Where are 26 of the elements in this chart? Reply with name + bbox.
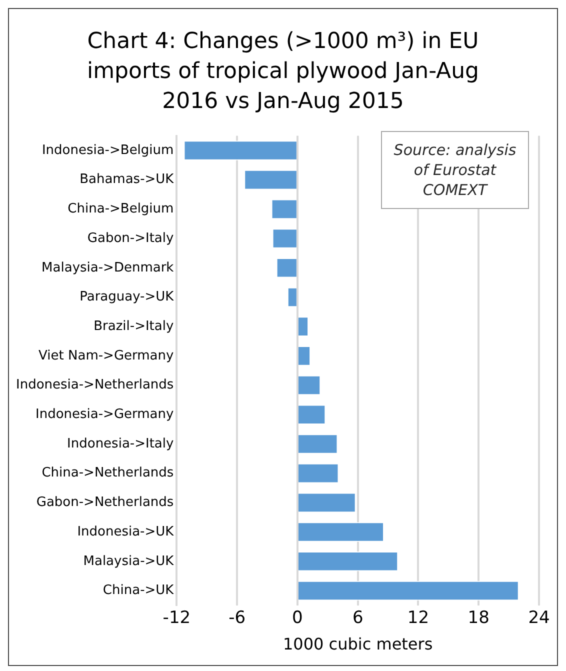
y-tick-label: Malaysia->UK bbox=[83, 554, 174, 569]
x-tick-label: 18 bbox=[468, 608, 490, 628]
chart-title: Chart 4: Changes (>1000 m³) in EU imports of tropical plywood Jan-Aug 2016 vs Jan-Aug 2015 bbox=[86, 28, 480, 116]
x-tick-label: 0 bbox=[292, 608, 303, 628]
y-tick-label: Viet Nam->Germany bbox=[38, 348, 174, 364]
y-tick-label: Paraguay->UK bbox=[80, 290, 174, 305]
y-tick-label: Bahamas->UK bbox=[80, 172, 174, 188]
y-tick-label: Malaysia->Denmark bbox=[42, 260, 174, 276]
y-tick-label: Indonesia->Netherlands bbox=[16, 378, 174, 393]
y-tick-label: China->UK bbox=[102, 583, 174, 598]
x-tick-label: 24 bbox=[528, 608, 550, 628]
y-tick-label: Gabon->Netherlands bbox=[36, 495, 174, 510]
y-tick-label: Indonesia->Belgium bbox=[42, 142, 174, 158]
y-tick-label: Indonesia->Germany bbox=[35, 407, 174, 422]
x-axis-title: 1000 cubic meters bbox=[283, 634, 433, 654]
x-tick-label: 6 bbox=[352, 608, 364, 628]
y-tick-label: China->Netherlands bbox=[42, 466, 174, 481]
y-tick-label: Gabon->Italy bbox=[87, 230, 174, 246]
x-tick-label: -6 bbox=[228, 608, 246, 628]
y-tick-label: China->Belgium bbox=[68, 202, 174, 217]
x-tick-label: 12 bbox=[407, 608, 430, 628]
y-tick-label: Indonesia->UK bbox=[77, 524, 174, 540]
x-tick-label: -12 bbox=[162, 608, 191, 628]
annotation: Source: analysis of Eurostat COMEXT bbox=[381, 131, 529, 209]
y-tick-label: Indonesia->Italy bbox=[67, 436, 174, 452]
y-tick-label: Brazil->Italy bbox=[94, 318, 174, 334]
